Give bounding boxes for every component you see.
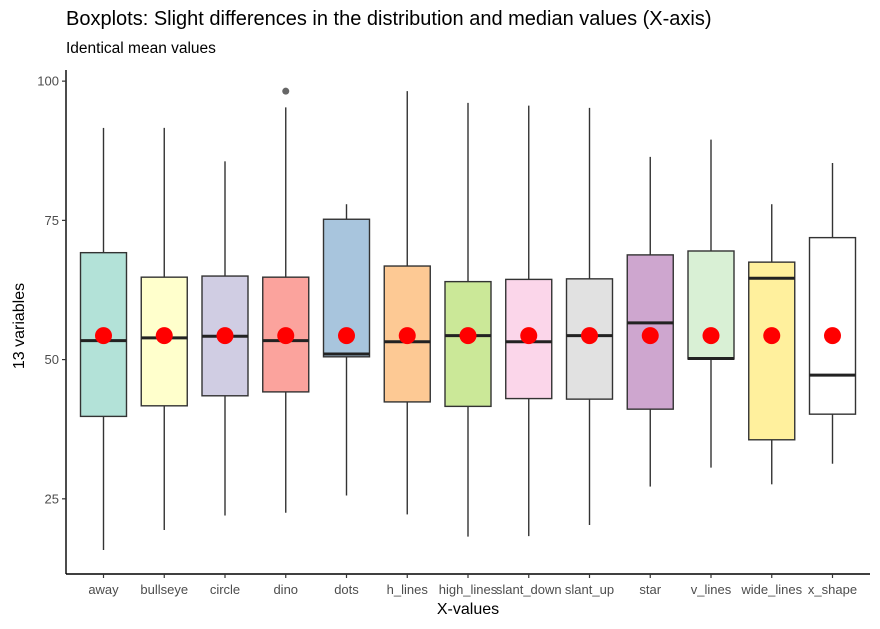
mean-marker [824, 327, 841, 345]
mean-marker [338, 327, 355, 345]
mean-marker [459, 327, 477, 345]
box-group-h_lines [383, 91, 431, 515]
x-tick-label: slant_up [565, 582, 614, 597]
y-axis-title: 13 variables [11, 283, 28, 369]
mean-marker [95, 327, 112, 345]
y-tick-label: 25 [45, 491, 59, 506]
x-tick-label: h_lines [387, 582, 429, 597]
mean-marker [155, 327, 173, 345]
box-group-bullseye [140, 127, 188, 531]
mean-marker [763, 327, 781, 345]
box-slant_up [565, 278, 614, 400]
x-tick-label: dino [273, 582, 298, 597]
box-group-away [79, 127, 128, 551]
x-tick-label: x_shape [808, 582, 857, 597]
box-x_shape [808, 236, 857, 415]
box-group-x_shape [808, 163, 857, 464]
plot-area [79, 87, 857, 551]
x-tick-label: dots [334, 582, 359, 597]
mean-marker [702, 327, 720, 345]
mean-marker [520, 327, 538, 345]
box-group-star [626, 156, 674, 487]
outlier-point [282, 87, 290, 95]
mean-marker [581, 327, 598, 345]
x-tick-label: high_lines [439, 582, 498, 597]
box-group-wide_lines [748, 204, 796, 485]
y-tick-label: 50 [45, 352, 59, 367]
y-axis-ticks: 25 50 75 100 [37, 74, 66, 506]
x-tick-label: wide_lines [740, 582, 802, 597]
mean-marker [398, 327, 416, 345]
chart-subtitle: Identical mean values [66, 40, 216, 57]
x-tick-label: v_lines [691, 582, 732, 597]
x-tick-label: star [639, 582, 661, 597]
mean-marker [277, 327, 295, 345]
box-wide_lines [748, 261, 796, 441]
x-tick-label: slant_down [496, 582, 562, 597]
box-group-circle [201, 161, 249, 516]
box-group-slant_up [565, 107, 614, 525]
axes: 25 50 75 100 away bullseye circle dino dots h_li… [37, 70, 870, 597]
y-tick-label: 75 [45, 213, 59, 228]
mean-marker [641, 327, 659, 345]
box-group-high_lines [444, 102, 492, 537]
mean-marker [216, 327, 234, 345]
x-tick-label: bullseye [140, 582, 188, 597]
x-axis-title: X-values [437, 601, 499, 618]
box-group-v_lines [687, 139, 735, 468]
chart-title: Boxplots: Slight differences in the dist… [66, 8, 712, 30]
box-group-slant_down [505, 105, 553, 537]
x-tick-label: circle [210, 582, 240, 597]
y-tick-label: 100 [37, 74, 59, 89]
x-tick-label: away [88, 582, 119, 597]
x-axis-ticks: away bullseye circle dino dots h_lines high_li… [88, 574, 857, 597]
box-group-dots [322, 204, 371, 496]
box-group-dino [262, 87, 310, 513]
